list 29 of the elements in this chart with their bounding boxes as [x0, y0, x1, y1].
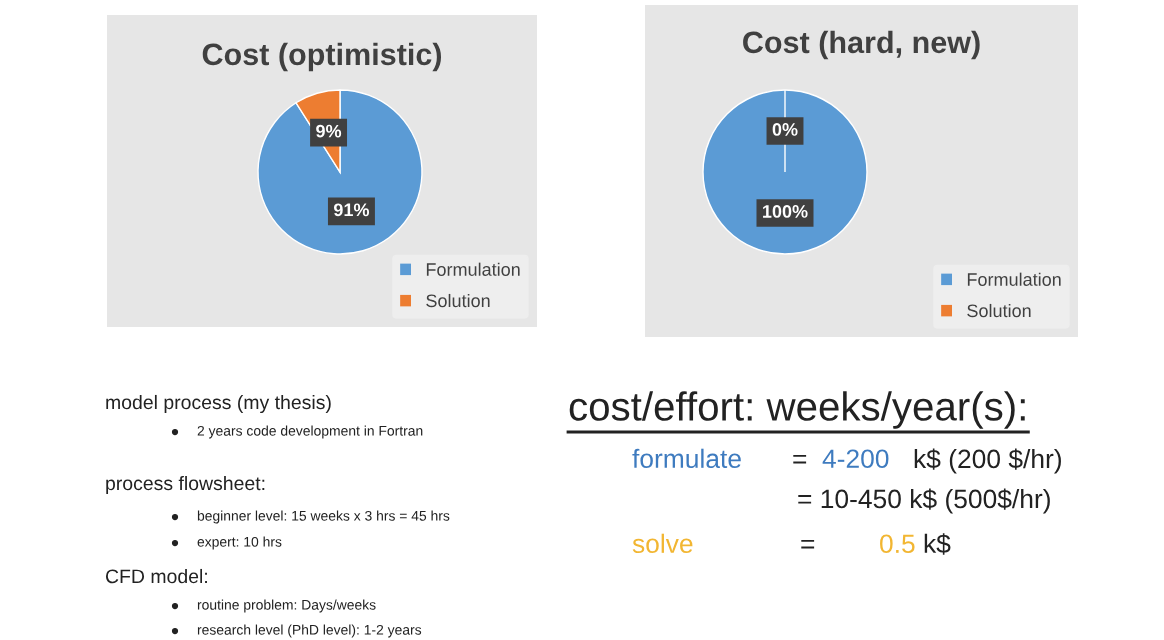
text: = — [793, 454, 807, 464]
text: k$ (200 $/hr) — [914, 448, 1061, 474]
chart-title: Cost (hard, new) — [743, 30, 980, 60]
data-label: 100% — [763, 205, 808, 218]
text: process flowsheet: — [106, 475, 265, 495]
text: 0% — [772, 123, 798, 136]
text: formulate — [632, 448, 741, 469]
text: solve — [632, 533, 693, 554]
text: routine problem: Days/weeks — [197, 599, 376, 613]
text: k$ — [924, 533, 951, 555]
pie-slice — [257, 89, 423, 255]
text: beginner level: 15 weeks x 3 hrs = 45 hrs — [197, 510, 450, 524]
legend-label: Formulation — [426, 262, 520, 276]
data-label: 91% — [334, 203, 370, 217]
text: 2 years code development in Fortran — [197, 425, 423, 439]
text: model process (my thesis) — [106, 394, 331, 414]
chart-title: Cost (optimistic) — [202, 42, 442, 72]
text: = — [801, 539, 815, 549]
text: = 10-450 k$ (500$/hr) — [798, 488, 1050, 514]
text: 4-200 — [822, 449, 889, 469]
text: 0.5 — [880, 534, 915, 554]
text: expert: 10 hrs — [197, 536, 282, 550]
legend-label: Solution — [426, 293, 490, 308]
text: research level (PhD level): 1-2 years — [197, 624, 422, 638]
data-label: 9% — [316, 124, 342, 138]
legend-label: Formulation — [967, 272, 1061, 286]
text: cost/effort: weeks/year(s): — [569, 391, 1025, 429]
legend-label: Solution — [967, 303, 1031, 318]
text: CFD model: — [105, 568, 207, 584]
